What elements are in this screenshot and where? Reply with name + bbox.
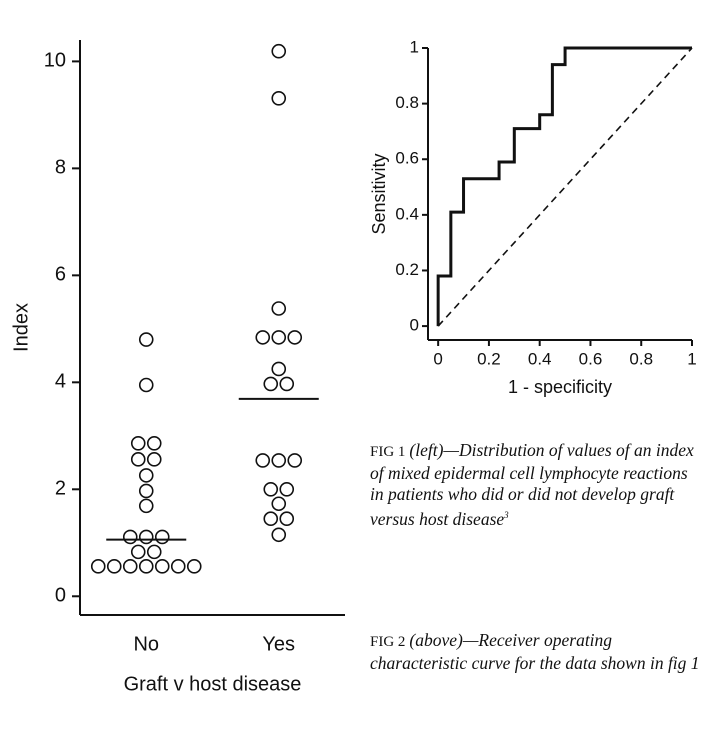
x-tick-label: 0.2 bbox=[477, 349, 501, 368]
caption: FIG 1 (left)—Distribution of values of an… bbox=[370, 440, 705, 530]
y-tick-label: 2 bbox=[55, 478, 66, 500]
y-tick-label: 10 bbox=[44, 50, 66, 72]
y-axis-label: Index bbox=[10, 303, 32, 352]
dot bbox=[130, 436, 146, 451]
caption-text: (left)—Distribution of values of an inde… bbox=[370, 440, 694, 529]
dot bbox=[287, 330, 303, 345]
roc-curve bbox=[436, 46, 692, 327]
dot bbox=[170, 559, 186, 574]
dot bbox=[146, 452, 162, 467]
dot bbox=[154, 559, 170, 574]
dot bbox=[146, 436, 162, 451]
y-tick-label: 4 bbox=[55, 371, 66, 393]
reference: 3 bbox=[504, 510, 509, 520]
dot bbox=[255, 330, 271, 345]
dot bbox=[122, 529, 138, 545]
dot bbox=[271, 453, 287, 468]
dot bbox=[271, 361, 287, 377]
dot bbox=[130, 452, 146, 467]
dot bbox=[271, 91, 287, 106]
dot bbox=[130, 544, 146, 560]
dot bbox=[90, 559, 106, 574]
dot bbox=[255, 453, 271, 468]
dot bbox=[138, 468, 154, 483]
caption: FIG 2 (above)—Receiver operating characte… bbox=[370, 630, 705, 674]
y-tick-label: 8 bbox=[55, 157, 66, 179]
caption-text: (above)—Receiver operating characteristi… bbox=[370, 630, 700, 673]
y-axis-label: Sensitivity bbox=[369, 153, 389, 234]
x-tick-label: Yes bbox=[262, 633, 295, 655]
dot bbox=[138, 559, 154, 574]
dot bbox=[138, 483, 154, 499]
dot bbox=[271, 301, 287, 316]
dot bbox=[138, 498, 154, 514]
reference-diagonal bbox=[437, 47, 693, 327]
x-tick-label: 0 bbox=[433, 349, 442, 368]
x-tick-label: 0.4 bbox=[528, 349, 552, 368]
dot bbox=[122, 559, 138, 574]
x-tick-label: 1 bbox=[687, 349, 696, 368]
caption-label: FIG 2 bbox=[370, 634, 406, 650]
y-tick-label: 0.2 bbox=[395, 260, 419, 279]
dot bbox=[154, 529, 170, 545]
dot bbox=[146, 544, 162, 560]
y-tick-label: 0.8 bbox=[395, 93, 419, 112]
y-tick-label: 0 bbox=[55, 585, 66, 607]
dot bbox=[279, 482, 295, 497]
caption-label: FIG 1 bbox=[370, 444, 406, 460]
dot bbox=[263, 511, 279, 527]
dot bbox=[106, 559, 122, 574]
dot bbox=[279, 376, 295, 392]
y-tick-label: 0 bbox=[410, 316, 419, 335]
dot bbox=[271, 330, 287, 345]
y-tick-label: 0.4 bbox=[395, 204, 419, 223]
dot bbox=[271, 527, 287, 543]
dot bbox=[138, 377, 154, 393]
dot bbox=[138, 529, 154, 545]
dot bbox=[138, 332, 154, 347]
x-tick-label: 0.6 bbox=[579, 349, 603, 368]
dot bbox=[279, 511, 295, 527]
dot bbox=[186, 559, 202, 574]
dot bbox=[271, 43, 287, 59]
dot bbox=[271, 496, 287, 512]
x-axis-label: Graft v host disease bbox=[124, 673, 302, 695]
y-tick-label: 1 bbox=[410, 37, 419, 56]
dot bbox=[263, 376, 279, 392]
y-tick-label: 6 bbox=[55, 264, 66, 286]
x-tick-label: 0.8 bbox=[629, 349, 653, 368]
x-axis-label: 1 - specificity bbox=[508, 377, 612, 397]
dot bbox=[287, 453, 303, 468]
dot bbox=[263, 482, 279, 497]
x-tick-label: No bbox=[133, 633, 159, 655]
y-tick-label: 0.6 bbox=[395, 149, 419, 168]
